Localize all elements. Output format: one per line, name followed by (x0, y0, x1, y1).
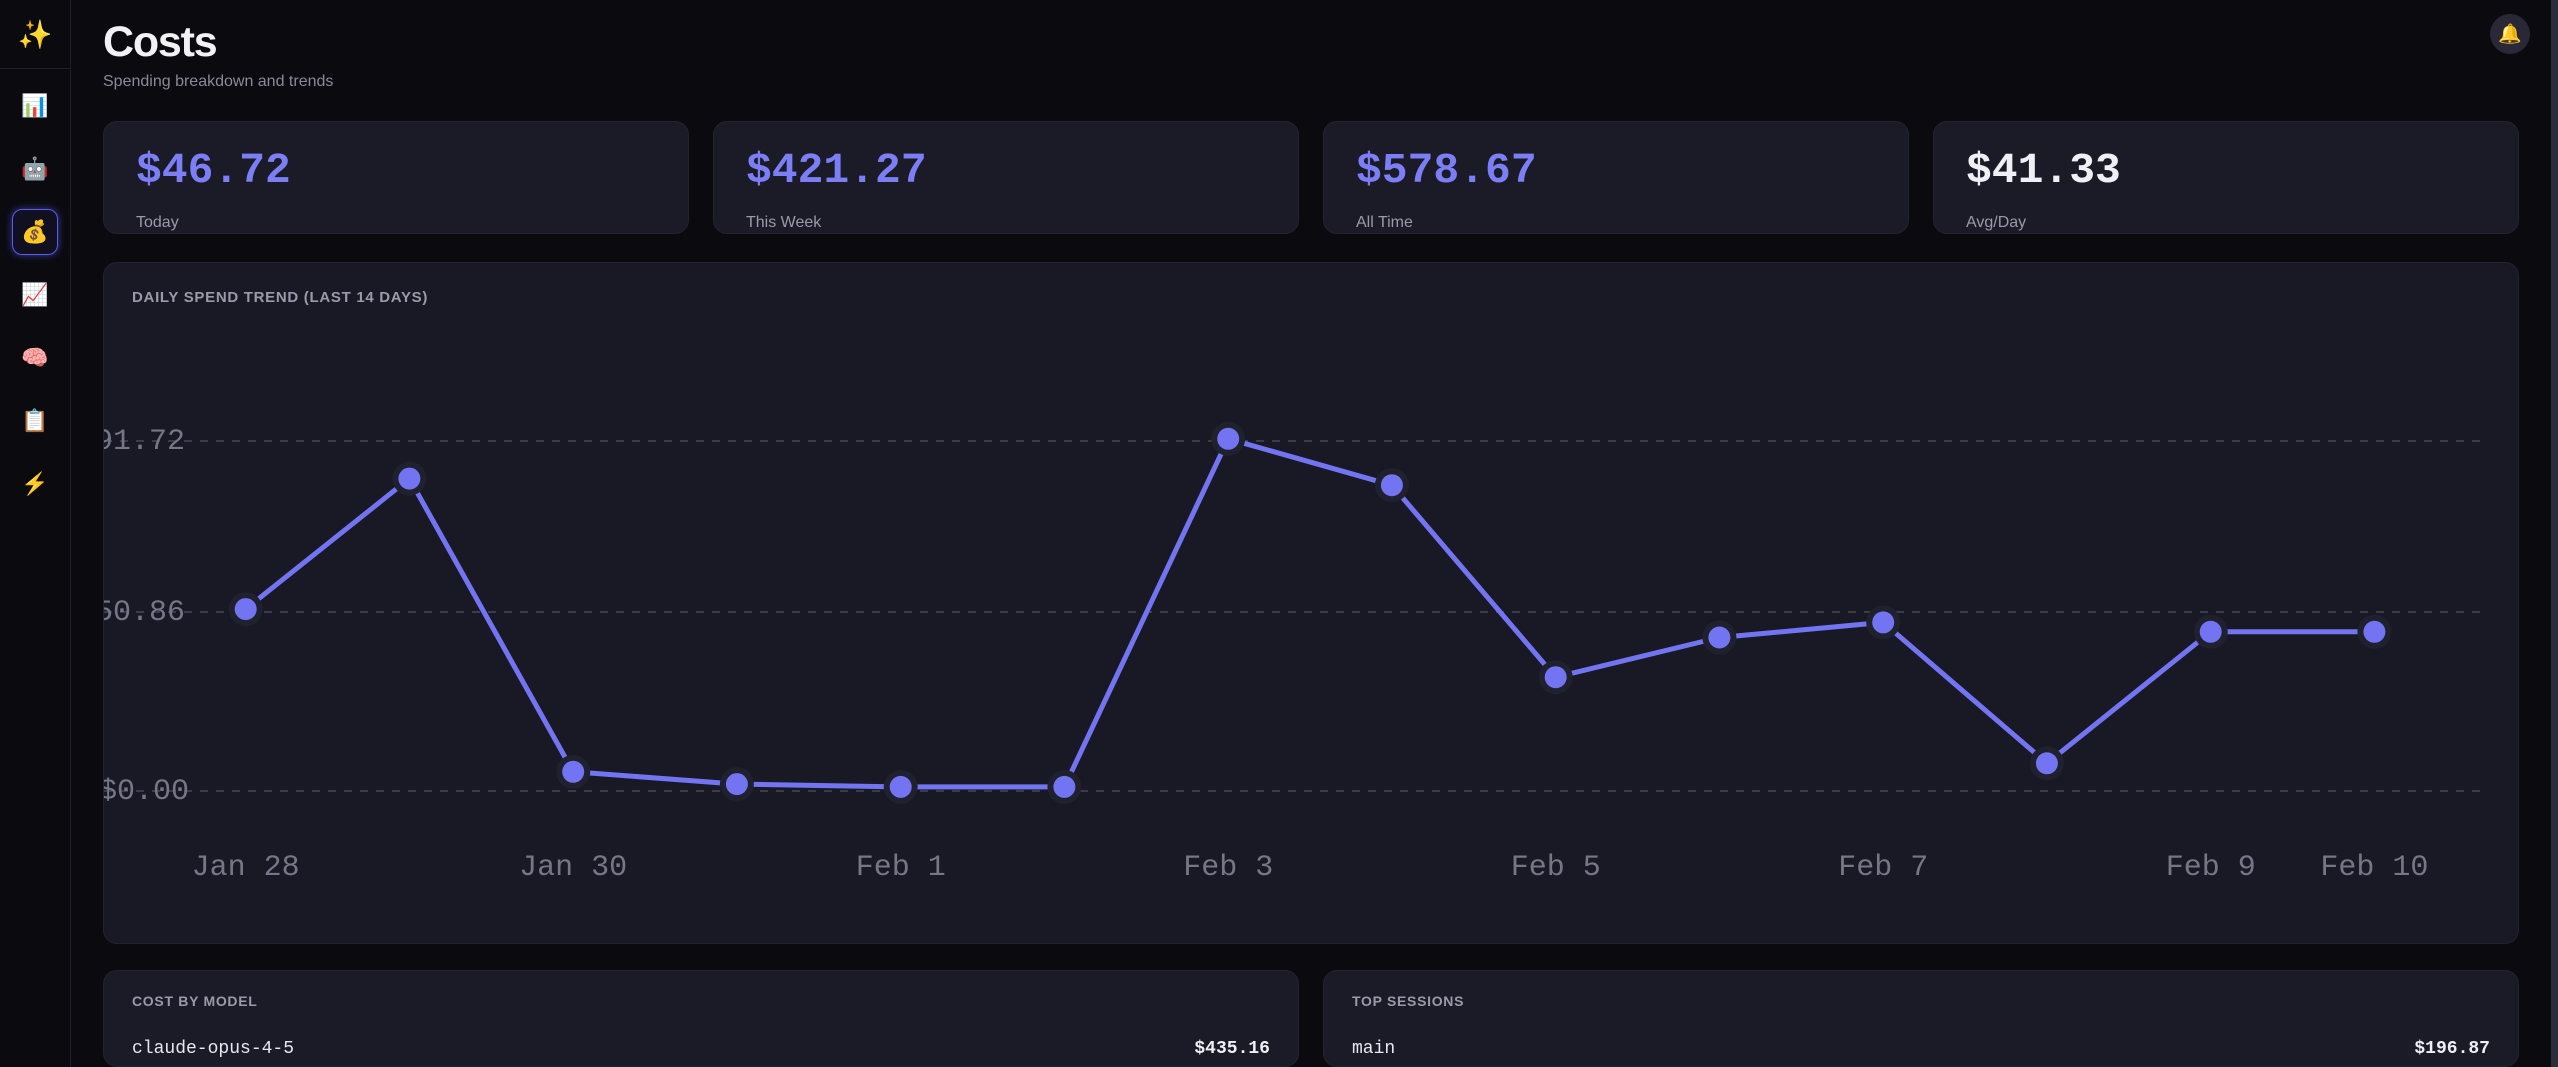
svg-text:Feb 10: Feb 10 (2320, 851, 2428, 885)
svg-text:Feb 5: Feb 5 (1511, 851, 1601, 885)
svg-text:$50.86: $50.86 (103, 596, 185, 630)
svg-text:Jan 28: Jan 28 (192, 851, 300, 885)
svg-text:$91.72: $91.72 (103, 425, 185, 459)
svg-text:Feb 7: Feb 7 (1838, 851, 1928, 885)
svg-text:$0.00: $0.00 (103, 775, 189, 809)
svg-text:Feb 9: Feb 9 (2166, 851, 2256, 885)
svg-text:Feb 3: Feb 3 (1183, 851, 1273, 885)
svg-text:Jan 30: Jan 30 (519, 851, 627, 885)
svg-text:Feb 1: Feb 1 (856, 851, 946, 885)
